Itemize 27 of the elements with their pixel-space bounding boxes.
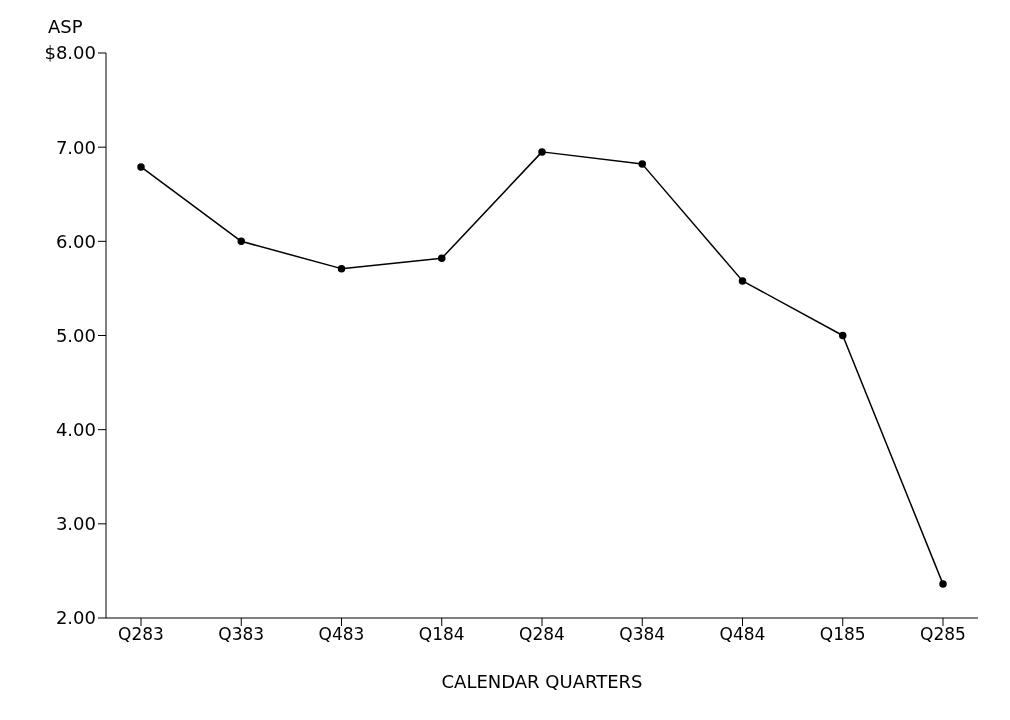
x-tick-label: Q284 [519, 624, 565, 645]
y-axis-title: ASP [48, 16, 83, 37]
point [137, 163, 145, 171]
x-tick-label: Q185 [819, 624, 866, 645]
y-tick-label: 3.00 [55, 513, 96, 535]
y-tick-label: $8.00 [44, 42, 96, 64]
x-tick-label: Q285 [920, 624, 966, 645]
x-axis-title: CALENDAR QUARTERS [441, 671, 643, 692]
point [939, 580, 947, 588]
y-tick-label: 4.00 [55, 419, 96, 441]
point [438, 254, 446, 263]
point [638, 160, 646, 168]
x-tick-label: Q283 [118, 624, 164, 645]
y-tick-label: 6.00 [55, 230, 96, 252]
y-tick-label: 7.00 [55, 136, 96, 158]
point [337, 264, 346, 273]
x-tick-label: Q384 [619, 624, 666, 645]
x-tick-label: Q383 [218, 624, 265, 645]
x-tick-label: Q483 [318, 624, 365, 645]
x-tick-label: Q184 [418, 624, 465, 645]
x-tick-label: Q484 [719, 624, 766, 645]
y-tick-label: 2.00 [55, 607, 96, 629]
point [538, 148, 546, 156]
point [738, 277, 747, 285]
point [839, 331, 847, 340]
point [237, 237, 245, 246]
y-tick-label: 5.00 [55, 324, 96, 346]
